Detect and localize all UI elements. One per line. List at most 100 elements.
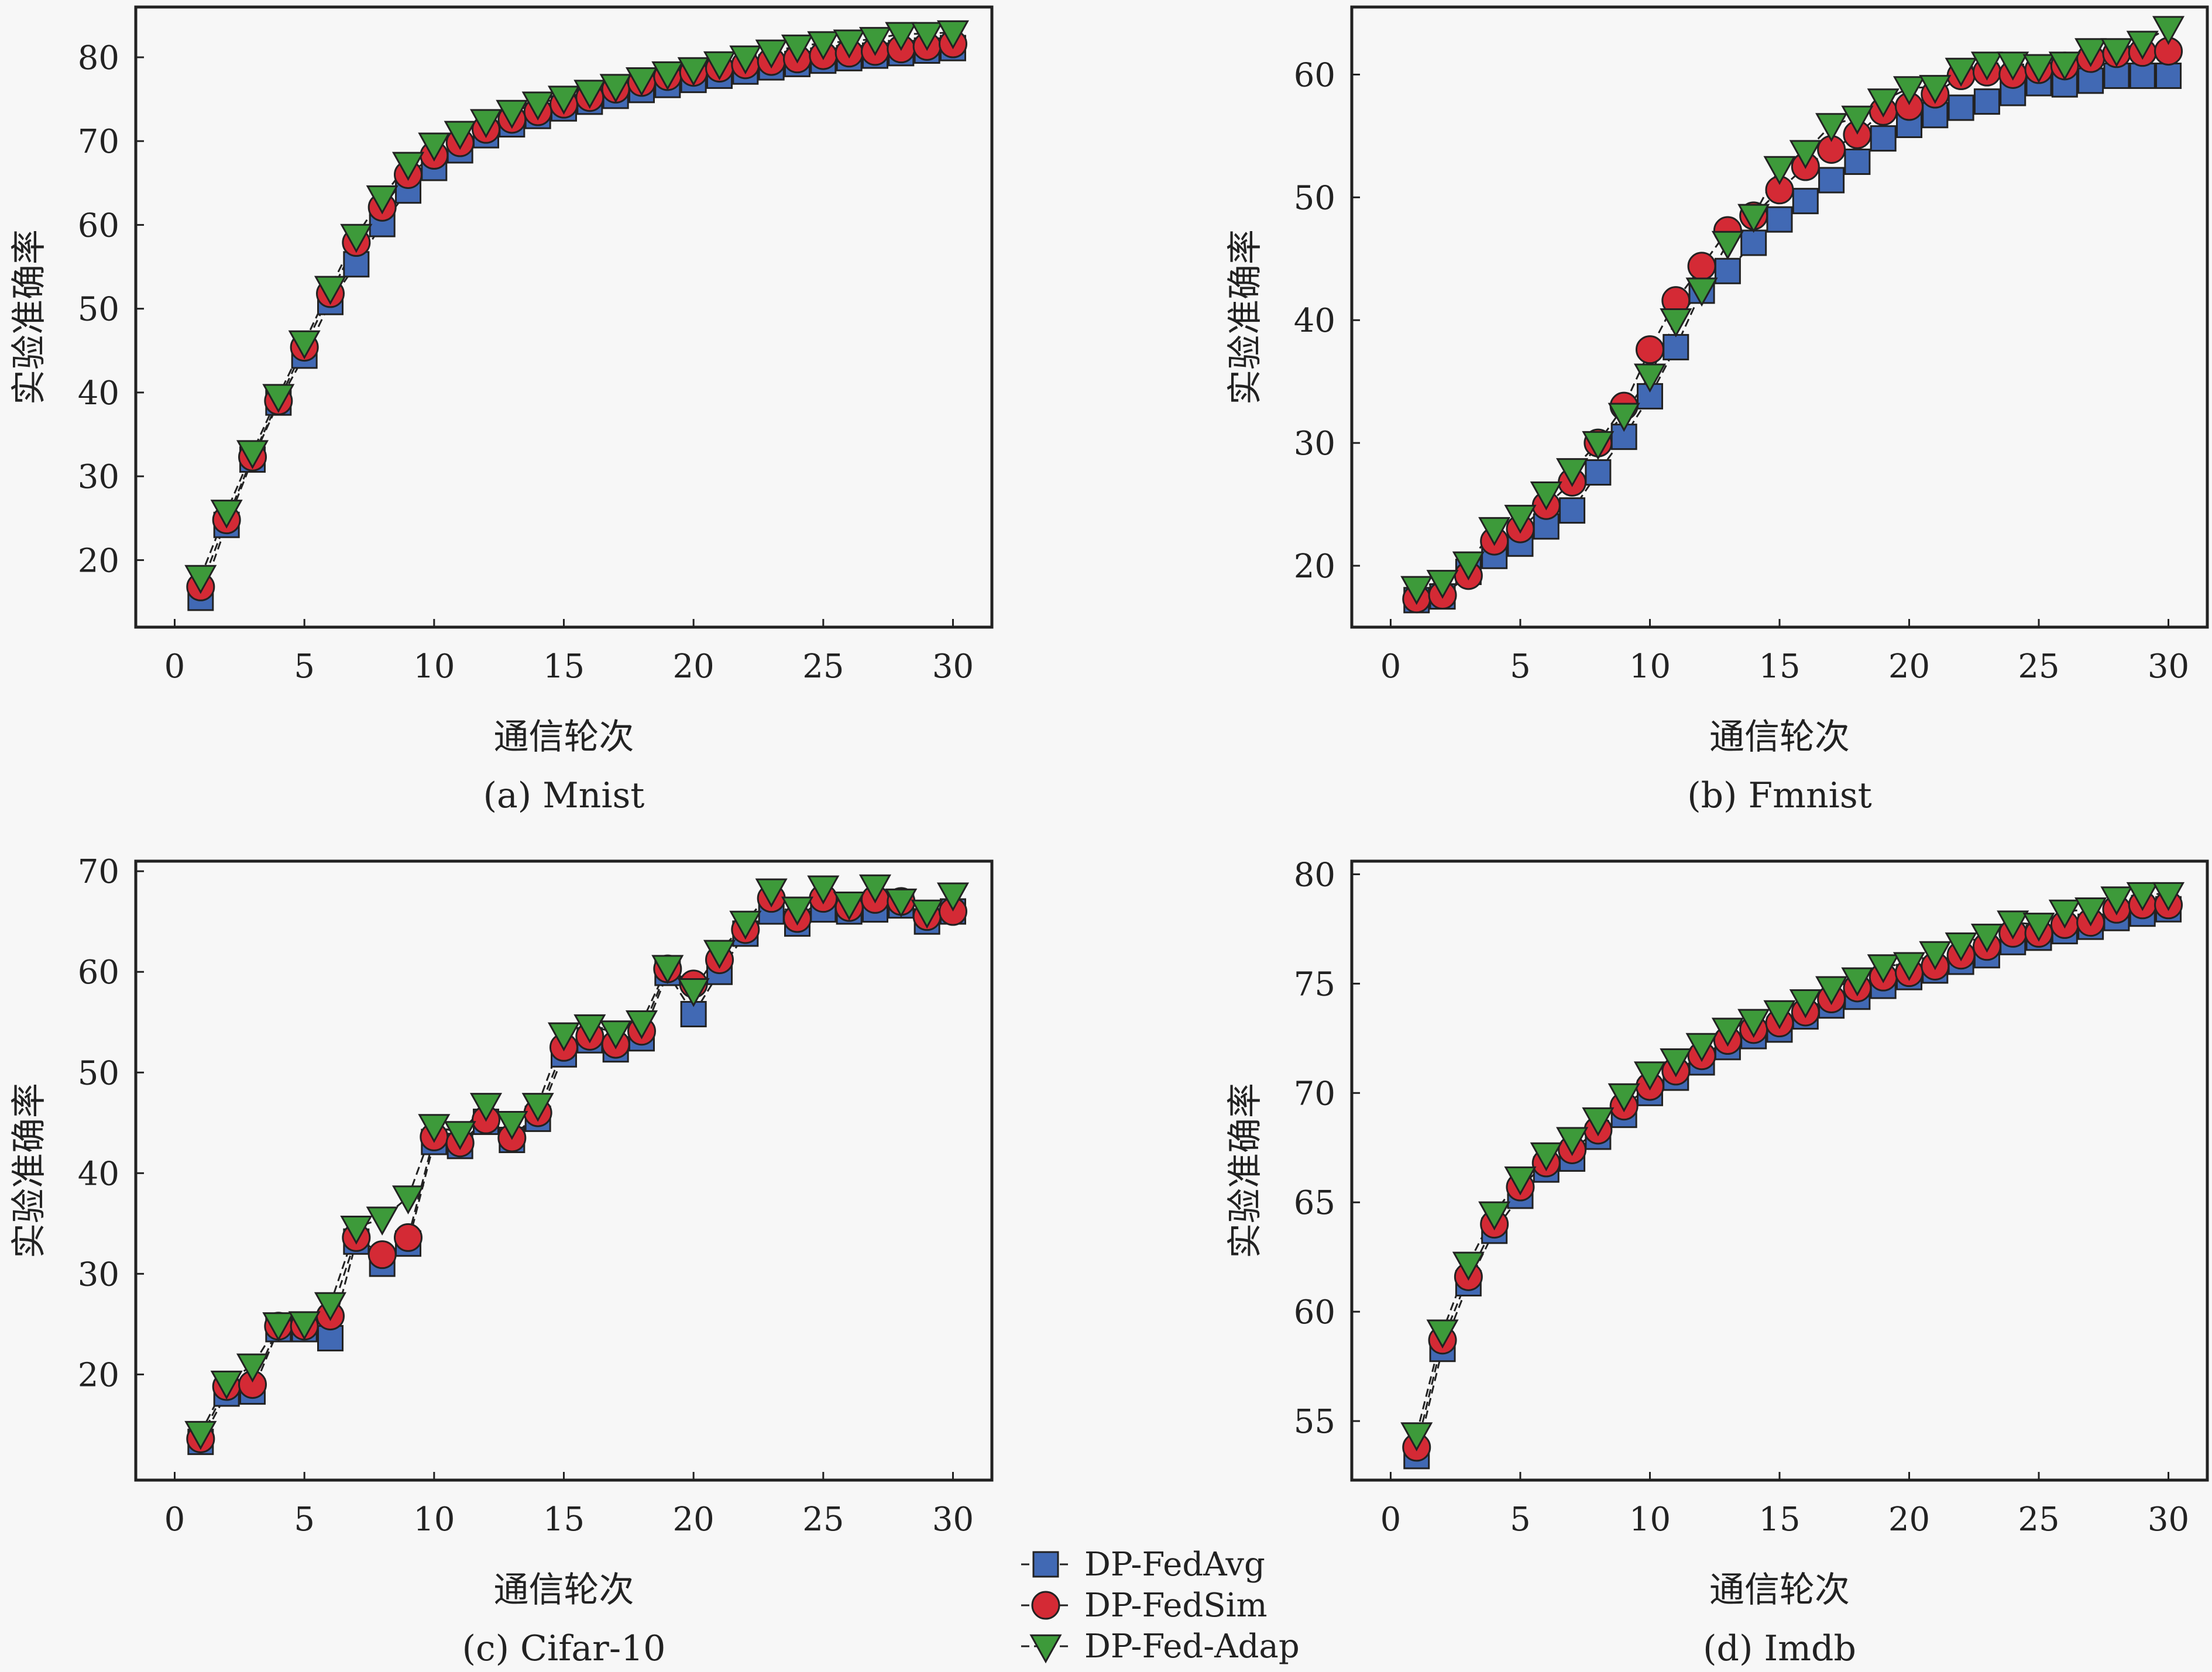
- x-tick-label: 5: [294, 648, 315, 686]
- x-tick-label: 15: [1758, 648, 1800, 686]
- data-point-dp-fed-adap: [340, 223, 373, 253]
- data-point-dp-fedavg: [1844, 148, 1871, 175]
- data-point-dp-fed-adap: [314, 276, 347, 305]
- data-point-dp-fed-adap: [1452, 1251, 1485, 1281]
- data-point-dp-fed-adap: [418, 1114, 451, 1143]
- data-point-dp-fed-adap: [807, 875, 840, 905]
- data-point-dp-fed-adap: [521, 91, 554, 121]
- chart-panel-4: 0 5 10 15 20 25 30 55 60 65 70 75 80 通信轮次 实验准确率 (d) Imd…: [1225, 856, 2209, 1669]
- x-tick-label: 5: [294, 1501, 315, 1539]
- data-point-dp-fed-adap: [729, 910, 762, 940]
- data-point-dp-fed-adap: [210, 1370, 243, 1400]
- data-point-dp-fedavg: [1947, 94, 1974, 121]
- data-point-dp-fed-adap: [858, 27, 892, 56]
- data-point-dp-fed-adap: [1478, 517, 1511, 546]
- x-tick-label: 15: [543, 648, 585, 686]
- data-point-dp-fed-adap: [496, 1111, 528, 1140]
- y-axis-label: 实验准确率: [9, 1083, 50, 1258]
- data-point-dp-fed-adap: [1426, 570, 1459, 599]
- data-point-dp-fed-adap: [885, 22, 918, 51]
- x-tick-label: 30: [2148, 1501, 2189, 1539]
- legend-marker: [1031, 1591, 1060, 1620]
- data-point-dp-fed-adap: [1530, 1142, 1562, 1172]
- data-point-dp-fed-adap: [2074, 897, 2107, 927]
- chart-panel-2: 0 5 10 15 20 25 30 20 30 40 50 60 通信轮次 实验准确率 (b) Fmnis…: [1225, 5, 2209, 816]
- data-point-dp-fed-adap: [599, 74, 632, 103]
- x-tick-label: 20: [673, 1501, 715, 1539]
- data-point-dp-fed-adap: [1426, 1319, 1459, 1349]
- panel-caption: (a) Mnist: [483, 775, 645, 816]
- y-tick-label: 75: [1294, 965, 1335, 1003]
- data-point-dp-fed-adap: [2152, 16, 2185, 46]
- data-point-dp-fed-adap: [288, 1311, 321, 1340]
- data-point-dp-fed-adap: [2022, 54, 2055, 84]
- data-point-dp-fed-adap: [833, 892, 865, 921]
- data-point-dp-fed-adap: [1660, 308, 1692, 338]
- data-point-dp-fed-adap: [2100, 38, 2133, 67]
- data-point-dp-fed-adap: [469, 109, 503, 139]
- y-axis-label: 实验准确率: [9, 229, 50, 405]
- data-point-dp-fed-adap: [1685, 277, 1718, 307]
- data-point-dp-fed-adap: [1919, 75, 1952, 104]
- data-point-dp-fed-adap: [1789, 989, 1822, 1019]
- data-point-dp-fed-adap: [677, 57, 710, 87]
- data-point-dp-fed-adap: [1970, 51, 2003, 81]
- data-point-dp-fed-adap: [1504, 504, 1537, 534]
- y-tick-label: 70: [78, 123, 119, 161]
- data-point-dp-fed-adap: [2074, 38, 2107, 67]
- data-point-dp-fedavg: [2129, 63, 2156, 90]
- data-point-dp-fed-adap: [1815, 976, 1848, 1006]
- data-point-dp-fed-adap: [236, 440, 269, 469]
- data-point-dp-fed-adap: [1556, 1127, 1589, 1157]
- x-tick-label: 25: [802, 1501, 844, 1539]
- data-point-dp-fed-adap: [262, 384, 295, 413]
- data-point-dp-fed-adap: [1608, 402, 1640, 432]
- data-point-dp-fed-adap: [781, 896, 814, 926]
- data-point-dp-fed-adap: [858, 874, 892, 904]
- data-point-dp-fed-adap: [1919, 941, 1952, 971]
- x-tick-label: 0: [164, 1501, 186, 1539]
- data-point-dp-fed-adap: [2100, 886, 2133, 916]
- plot-frame: [134, 859, 994, 1482]
- x-tick-label: 0: [1380, 1501, 1402, 1539]
- x-tick-label: 20: [1888, 1501, 1930, 1539]
- data-point-dp-fed-adap: [911, 899, 943, 929]
- data-point-dp-fed-adap: [1478, 1201, 1511, 1231]
- data-point-dp-fed-adap: [236, 1353, 269, 1383]
- data-point-dp-fed-adap: [340, 1215, 373, 1245]
- data-point-dp-fed-adap: [2022, 913, 2055, 942]
- data-point-dp-fed-adap: [1763, 1000, 1796, 1030]
- data-point-dp-fed-adap: [1997, 51, 2029, 81]
- y-tick-label: 60: [1294, 1293, 1335, 1332]
- data-point-dp-fed-adap: [2126, 882, 2159, 911]
- data-point-dp-fed-adap: [2048, 51, 2081, 81]
- legend-marker: [1032, 1551, 1059, 1578]
- data-point-dp-fedsim: [367, 1240, 397, 1270]
- data-point-dp-fed-adap: [1841, 105, 1874, 135]
- chart-panel-1: 0 5 10 15 20 25 30 20 30 40 50 60 70 80 通信轮次 实验准确率 (a) M…: [9, 5, 994, 816]
- panel-caption: (b) Fmnist: [1687, 775, 1872, 816]
- y-tick-label: 70: [1294, 1075, 1335, 1113]
- x-tick-label: 10: [413, 648, 455, 686]
- legend-item-dp-fedavg: DP-FedAvg: [1021, 1546, 1265, 1584]
- data-point-dp-fed-adap: [807, 31, 840, 60]
- data-point-dp-fedavg: [1740, 229, 1767, 256]
- y-tick-label: 60: [78, 954, 119, 992]
- y-tick-label: 65: [1294, 1184, 1335, 1222]
- data-point-dp-fed-adap: [547, 85, 581, 115]
- data-point-dp-fedsim: [1635, 335, 1664, 364]
- y-tick-label: 60: [78, 207, 119, 245]
- data-point-dp-fed-adap: [833, 29, 865, 59]
- data-point-dp-fed-adap: [2152, 882, 2185, 911]
- x-tick-label: 30: [2148, 648, 2189, 686]
- x-tick-label: 30: [932, 1501, 974, 1539]
- data-point-dp-fed-adap: [521, 1093, 554, 1122]
- legend-item-dp-fed-adap: DP-Fed-Adap: [1021, 1628, 1300, 1666]
- data-point-dp-fed-adap: [1867, 954, 1900, 983]
- x-tick-label: 10: [413, 1501, 455, 1539]
- data-point-dp-fed-adap: [1582, 431, 1615, 460]
- data-point-dp-fed-adap: [703, 51, 736, 81]
- data-point-dp-fed-adap: [210, 500, 243, 529]
- data-point-dp-fed-adap: [1815, 113, 1848, 142]
